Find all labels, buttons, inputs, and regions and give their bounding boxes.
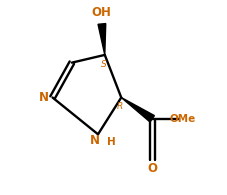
Text: H: H: [107, 137, 116, 147]
Polygon shape: [98, 24, 106, 55]
Text: N: N: [39, 91, 49, 104]
Polygon shape: [121, 98, 154, 122]
Text: OMe: OMe: [170, 114, 196, 124]
Text: O: O: [147, 162, 157, 175]
Text: OH: OH: [91, 6, 111, 19]
Text: S: S: [101, 60, 107, 69]
Text: N: N: [90, 134, 100, 147]
Text: R: R: [117, 102, 123, 111]
